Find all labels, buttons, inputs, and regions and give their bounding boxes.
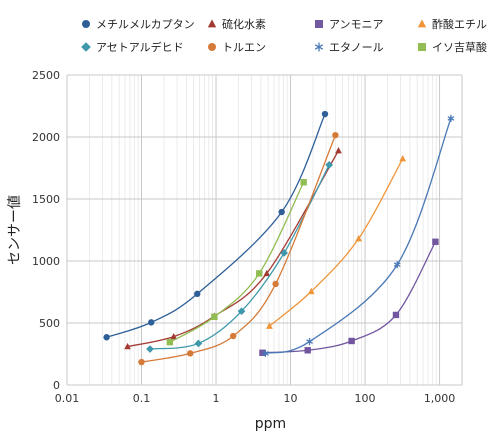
legend-marker [418, 43, 426, 51]
series-6 [262, 114, 455, 357]
legend-item: メチルメルカプタン [82, 18, 195, 31]
legend-label: アンモニア [329, 18, 384, 31]
data-point [278, 208, 285, 216]
legend-marker [315, 20, 323, 28]
data-point [194, 339, 203, 348]
y-tick-label: 0 [53, 379, 60, 392]
series-line [268, 158, 404, 327]
data-point [280, 249, 288, 257]
legend-label: 酢酸エチル [432, 17, 487, 31]
data-point [146, 345, 154, 353]
series-line [262, 241, 437, 354]
data-point [307, 287, 315, 295]
data-point [262, 349, 269, 357]
data-point [263, 269, 271, 277]
data-point [148, 319, 155, 326]
legend-item: 硫化水素 [207, 17, 266, 31]
series-line [141, 134, 337, 363]
data-point [399, 155, 407, 162]
axes: 0.01 0.1 1 10 100 1,000 0 500 1000 1500 2000 2500 [32, 69, 455, 405]
data-point [259, 349, 266, 356]
legend-item: エタノール [314, 41, 384, 54]
data-point [103, 334, 110, 341]
x-tick-label: 100 [355, 392, 376, 405]
legend-item: アンモニア [315, 18, 384, 31]
data-point [300, 179, 307, 186]
data-point [304, 347, 311, 354]
y-tick-label: 1000 [32, 255, 60, 268]
x-tick-label: 0.01 [55, 392, 80, 405]
star-stroke [306, 339, 313, 344]
series-2 [259, 238, 439, 356]
data-point [393, 261, 401, 269]
x-tick-label: 1 [213, 392, 220, 405]
star-stroke [314, 44, 324, 50]
star-stroke [447, 116, 455, 121]
data-point [186, 350, 194, 357]
data-point [170, 332, 178, 340]
legend-marker [82, 20, 90, 28]
data-point [447, 114, 455, 122]
legend-label: アセトアルデヒド [96, 40, 184, 54]
star-stroke [393, 262, 401, 268]
data-point [432, 238, 439, 245]
x-tick-label: 10 [284, 392, 298, 405]
legend-marker [314, 42, 324, 52]
data-point [325, 161, 334, 169]
data-point [272, 280, 279, 288]
legend-item: イソ吉草酸 [418, 40, 487, 54]
data-point [229, 332, 237, 340]
y-tick-label: 1500 [32, 193, 60, 206]
data-point [237, 307, 246, 316]
data-point [194, 290, 201, 298]
y-tick-label: 2000 [32, 131, 60, 144]
legend-label: 硫化水素 [222, 17, 266, 31]
legend-marker [208, 43, 216, 51]
data-point [138, 358, 145, 366]
data-point [124, 342, 131, 350]
y-axis-title: センサー値 [7, 195, 23, 265]
data-point [348, 337, 355, 345]
legend-label: トルエン [222, 41, 266, 54]
legend-item: アセトアルデヒド [81, 40, 184, 54]
x-tick-label: 1,000 [424, 392, 456, 405]
legend-label: イソ吉草酸 [432, 40, 487, 54]
series-0 [103, 110, 329, 341]
series-line [106, 113, 326, 338]
series-line [169, 181, 305, 343]
series-line [265, 118, 452, 355]
series-layer [103, 110, 455, 366]
data-point [306, 338, 313, 346]
star-stroke [262, 351, 269, 356]
data-point [335, 146, 342, 154]
legend-marker [81, 42, 91, 52]
y-tick-label: 2500 [32, 69, 60, 82]
data-point [211, 313, 218, 320]
legend-label: エタノール [329, 41, 384, 54]
legend-label: メチルメルカプタン [96, 18, 195, 31]
data-point [166, 339, 174, 346]
data-point [321, 110, 329, 118]
x-axis-title: ppm [255, 416, 286, 432]
series-3 [266, 155, 407, 329]
data-point [332, 131, 339, 139]
legend-marker [207, 19, 217, 28]
legend-marker [417, 19, 427, 28]
series-7 [166, 179, 307, 346]
x-tick-label: 0.1 [133, 392, 151, 405]
data-point [392, 311, 400, 319]
grid [66, 74, 463, 386]
legend-item: トルエン [208, 41, 266, 54]
series-5 [138, 131, 339, 366]
data-point [256, 270, 263, 277]
legend-item: 酢酸エチル [417, 17, 487, 31]
data-point [355, 235, 362, 242]
y-tick-label: 500 [39, 317, 60, 330]
data-point [266, 322, 273, 329]
